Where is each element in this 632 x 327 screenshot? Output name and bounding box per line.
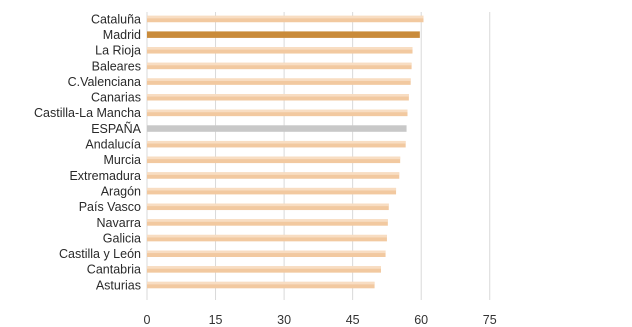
bar-sheen-8 — [147, 140, 406, 144]
category-label-11: Aragón — [101, 184, 141, 198]
bar-sheen-17 — [147, 281, 375, 285]
category-label-0: Cataluña — [91, 12, 141, 26]
bar-16 — [147, 266, 381, 273]
bar-9 — [147, 156, 401, 164]
bar-3 — [147, 62, 412, 70]
bar-2 — [147, 47, 413, 54]
x-tick-label-75: 75 — [483, 313, 497, 327]
bar-12 — [147, 203, 389, 211]
bar-sheen-12 — [147, 203, 389, 207]
bar-4 — [147, 78, 411, 85]
bar-sheen-0 — [147, 15, 424, 19]
bar-6 — [147, 109, 408, 117]
bar-sheen-10 — [147, 172, 400, 175]
bar-15 — [147, 250, 386, 257]
x-tick-label-30: 30 — [277, 313, 291, 327]
category-label-4: C.Valenciana — [68, 75, 141, 89]
bar-sheen-6 — [147, 109, 408, 113]
category-label-3: Baleares — [92, 59, 141, 73]
category-label-12: País Vasco — [79, 200, 141, 214]
bar-sheen-11 — [147, 187, 397, 191]
x-tick-label-60: 60 — [414, 313, 428, 327]
bar-7 — [147, 125, 407, 132]
x-tick-label-15: 15 — [209, 313, 223, 327]
category-label-15: Castilla y León — [59, 247, 141, 261]
bar-1 — [147, 31, 420, 38]
bar-10 — [147, 172, 400, 179]
x-axis-tick-labels: 0 15 30 45 60 75 — [144, 313, 497, 327]
category-label-7: ESPAÑA — [91, 122, 141, 136]
bar-sheen-4 — [147, 78, 411, 81]
bar-sheen-2 — [147, 47, 413, 50]
bar-sheen-9 — [147, 156, 401, 160]
bars — [147, 15, 424, 289]
bar-sheen-5 — [147, 94, 409, 97]
bar-11 — [147, 187, 397, 195]
category-label-2: La Rioja — [95, 44, 141, 58]
category-label-5: Canarias — [91, 91, 141, 105]
category-label-8: Andalucía — [85, 138, 141, 152]
category-label-16: Cantabria — [87, 263, 141, 277]
category-label-14: Galicia — [103, 231, 141, 245]
x-tick-label-45: 45 — [346, 313, 360, 327]
x-tick-label-0: 0 — [144, 313, 151, 327]
bar-sheen-15 — [147, 250, 386, 254]
bar-0 — [147, 15, 424, 23]
bar-8 — [147, 140, 406, 148]
bar-sheen-3 — [147, 62, 412, 66]
category-label-9: Murcia — [103, 153, 141, 167]
category-label-13: Navarra — [97, 216, 142, 230]
bar-sheen-13 — [147, 219, 388, 222]
bar-13 — [147, 219, 388, 226]
category-label-10: Extremadura — [69, 169, 141, 183]
bar-sheen-16 — [147, 266, 381, 269]
bar-5 — [147, 94, 409, 101]
category-label-17: Asturias — [96, 278, 141, 292]
bar-sheen-14 — [147, 234, 387, 238]
category-label-6: Castilla-La Mancha — [34, 106, 141, 120]
category-label-1: Madrid — [103, 28, 141, 42]
bar-14 — [147, 234, 387, 242]
bar-17 — [147, 281, 375, 289]
